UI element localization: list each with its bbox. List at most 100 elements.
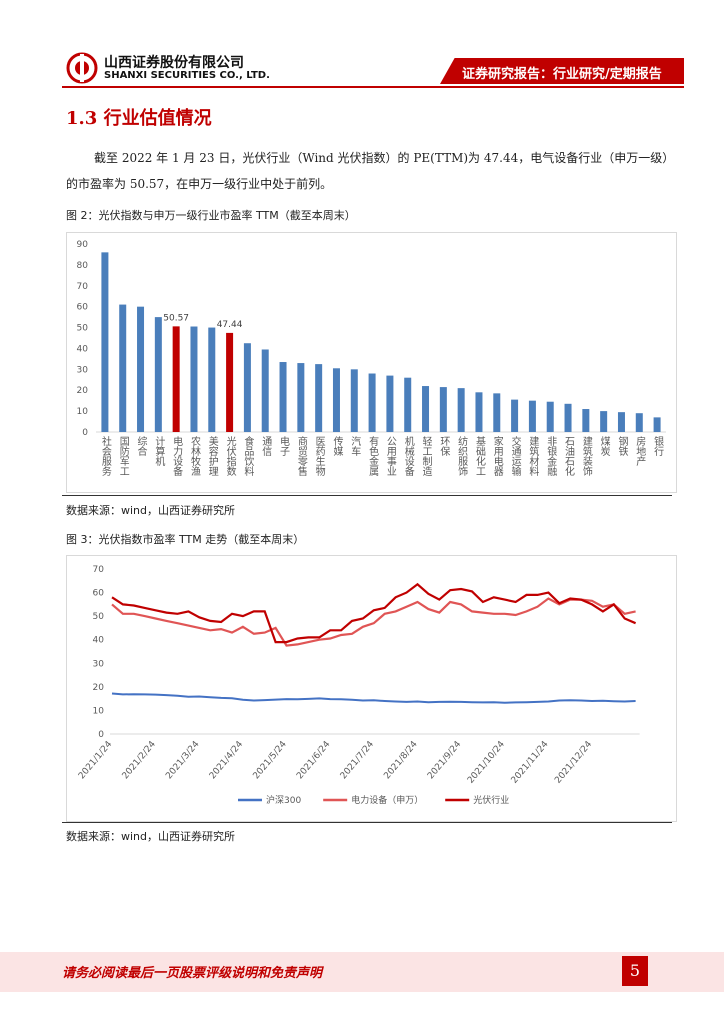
x-tick-label: 房地产 bbox=[634, 435, 646, 467]
bar bbox=[404, 377, 412, 432]
bar bbox=[261, 349, 269, 432]
bar bbox=[635, 413, 643, 432]
y-tick-label: 0 bbox=[98, 730, 104, 740]
y-tick-label: 60 bbox=[77, 303, 89, 313]
y-tick-label: 20 bbox=[93, 683, 105, 693]
x-tick-label: 2021/6/24 bbox=[295, 739, 332, 781]
bar bbox=[422, 386, 430, 432]
x-tick-label: 建筑装饰 bbox=[580, 435, 592, 477]
x-tick-label: 综合 bbox=[135, 435, 147, 457]
figure-source: 数据来源：wind，山西证券研究所 bbox=[66, 504, 236, 517]
bar bbox=[208, 327, 216, 432]
chart-frame bbox=[66, 232, 677, 493]
x-tick-label: 电子 bbox=[278, 435, 290, 456]
x-tick-label: 轻工制造 bbox=[420, 435, 432, 476]
x-tick-label: 国防军工 bbox=[117, 436, 129, 476]
x-tick-label: 煤炭 bbox=[598, 435, 610, 457]
x-tick-label: 非银金融 bbox=[545, 436, 557, 477]
x-tick-label: 2021/9/24 bbox=[426, 739, 463, 781]
y-tick-label: 20 bbox=[77, 386, 89, 396]
series-line bbox=[111, 597, 636, 647]
x-tick-label: 机械设备 bbox=[402, 435, 414, 477]
x-tick-label: 2021/10/24 bbox=[466, 739, 507, 785]
bar bbox=[332, 368, 340, 432]
y-tick-label: 40 bbox=[93, 636, 105, 646]
y-tick-label: 10 bbox=[93, 706, 105, 716]
figure-caption: 图 3：光伏指数市盈率 TTM 走势（截至本周末） bbox=[66, 533, 305, 546]
bar bbox=[386, 375, 394, 432]
paragraph-line: 截至 2022 年 1 月 23 日，光伏行业（Wind 光伏指数）的 PE(T… bbox=[94, 151, 675, 165]
y-tick-label: 70 bbox=[93, 565, 105, 575]
bar bbox=[368, 373, 376, 432]
bar bbox=[137, 306, 145, 432]
series-line bbox=[111, 692, 636, 704]
y-tick-label: 50 bbox=[77, 324, 89, 334]
section-title: 1.3 行业估值情况 bbox=[66, 108, 212, 129]
x-tick-label: 传媒 bbox=[331, 436, 343, 457]
value-label: 50.57 bbox=[163, 313, 189, 323]
x-tick-label: 环保 bbox=[438, 436, 450, 457]
y-tick-label: 30 bbox=[77, 365, 89, 375]
legend-label: 沪深300 bbox=[266, 794, 301, 806]
rule bbox=[62, 822, 672, 823]
legend-label: 电力设备（申万） bbox=[351, 794, 423, 806]
x-tick-label: 2021/11/24 bbox=[510, 739, 551, 785]
bar bbox=[564, 403, 572, 432]
y-tick-label: 0 bbox=[82, 428, 88, 438]
y-tick-label: 80 bbox=[77, 261, 89, 271]
bar bbox=[653, 417, 661, 432]
x-tick-label: 建筑材料 bbox=[527, 435, 539, 477]
bar bbox=[172, 326, 180, 432]
bar bbox=[546, 401, 554, 432]
x-tick-label: 公用事业 bbox=[384, 436, 396, 476]
chart-frame bbox=[66, 555, 677, 822]
x-tick-label: 2021/4/24 bbox=[208, 739, 245, 781]
figure-caption: 图 2：光伏指数与申万一级行业市盈率 TTM（截至本周末） bbox=[66, 209, 356, 222]
bar bbox=[617, 412, 625, 432]
footer-bar bbox=[0, 952, 724, 992]
x-tick-label: 家用电器 bbox=[491, 435, 503, 477]
bar bbox=[315, 364, 323, 432]
x-tick-label: 医药生物 bbox=[313, 436, 325, 477]
x-tick-label: 计算机 bbox=[153, 435, 165, 467]
bar bbox=[528, 400, 536, 432]
x-tick-label: 有色金属 bbox=[367, 435, 379, 477]
x-tick-label: 2021/2/24 bbox=[121, 739, 158, 781]
y-tick-label: 90 bbox=[77, 240, 89, 250]
bar bbox=[154, 317, 162, 432]
y-tick-label: 40 bbox=[77, 344, 89, 354]
bar-chart: 0 10 20 30 40 50 60 70 80 90 社会服务 国防军工 综合 计算机 电力设备 50.5… bbox=[66, 232, 677, 493]
report-type: 证券研究报告：行业研究/定期报告 bbox=[462, 67, 662, 82]
x-tick-label: 2021/12/24 bbox=[553, 739, 594, 785]
paragraph-line: 的市盈率为 50.57，在申万一级行业中处于前列。 bbox=[66, 177, 333, 191]
legend-label: 光伏行业 bbox=[473, 794, 509, 806]
header-rule bbox=[62, 86, 684, 88]
y-tick-label: 50 bbox=[93, 612, 105, 622]
logo bbox=[66, 52, 98, 84]
x-tick-label: 基础化工 bbox=[473, 435, 485, 476]
x-tick-label: 2021/7/24 bbox=[339, 739, 376, 781]
series-line bbox=[111, 582, 637, 644]
x-tick-label: 银行 bbox=[652, 435, 664, 457]
x-tick-label: 电力设备 bbox=[171, 435, 183, 477]
company-name: 山西证券股份有限公司 bbox=[104, 55, 244, 71]
x-tick-label: 商贸零售 bbox=[295, 435, 307, 477]
bar bbox=[297, 363, 305, 432]
y-tick-label: 30 bbox=[93, 659, 105, 669]
bar bbox=[493, 393, 501, 432]
bar bbox=[243, 343, 251, 432]
x-tick-label: 2021/5/24 bbox=[252, 739, 289, 781]
footer-notice: 请务必阅读最后一页股票评级说明和免责声明 bbox=[62, 966, 323, 981]
bar bbox=[439, 387, 447, 432]
x-tick-label: 通信 bbox=[260, 436, 272, 457]
x-tick-label: 2021/1/24 bbox=[77, 739, 114, 781]
x-tick-label: 石油石化 bbox=[563, 436, 575, 476]
bar bbox=[600, 411, 608, 432]
x-tick-label: 社会服务 bbox=[99, 435, 111, 477]
y-tick-label: 70 bbox=[77, 282, 89, 292]
x-tick-label: 交通运输 bbox=[509, 435, 521, 477]
x-tick-label: 2021/3/24 bbox=[164, 739, 201, 781]
bar bbox=[279, 362, 287, 432]
bar bbox=[226, 332, 234, 432]
